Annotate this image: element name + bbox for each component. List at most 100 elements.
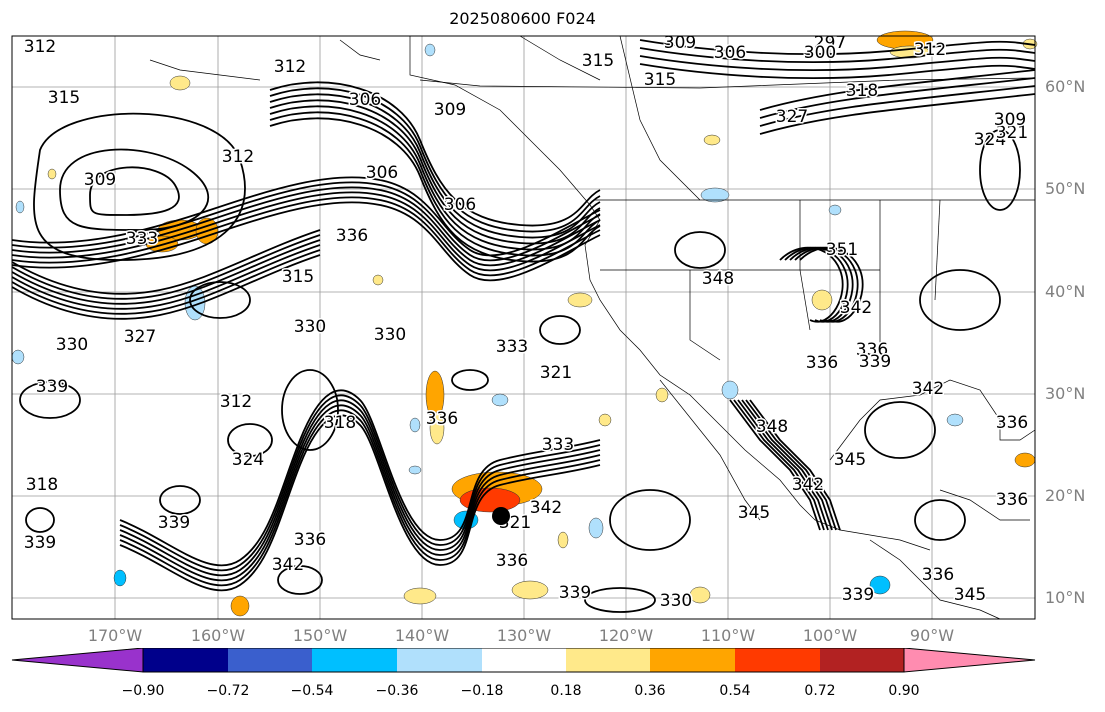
coastline bbox=[339, 39, 381, 61]
coastline bbox=[409, 36, 931, 551]
contour-label: 342 bbox=[912, 379, 944, 399]
closed-contour bbox=[584, 587, 656, 613]
closed-contour bbox=[25, 507, 55, 533]
colorbar-tick-label: 0.72 bbox=[804, 683, 836, 699]
contour-label: 309 bbox=[664, 33, 696, 53]
contour-label: 306 bbox=[349, 90, 381, 110]
contour-label: 315 bbox=[282, 267, 314, 287]
coastline bbox=[619, 35, 701, 201]
anomaly-shade bbox=[409, 417, 421, 433]
contour-label: 333 bbox=[126, 229, 158, 249]
colorbar-tick-label: −0.18 bbox=[460, 683, 504, 699]
closed-contour bbox=[451, 369, 489, 391]
contour-line bbox=[11, 196, 601, 277]
colorbar-tick-label: 0.36 bbox=[634, 683, 666, 699]
contour-label: 312 bbox=[220, 392, 252, 412]
coastline bbox=[934, 199, 941, 301]
colorbar-segment bbox=[11, 648, 144, 673]
lat-label: 60°N bbox=[1045, 77, 1086, 96]
contour-label: 342 bbox=[272, 555, 304, 575]
lon-label: 130°W bbox=[496, 626, 552, 645]
anomaly-shade bbox=[408, 465, 422, 475]
coastline bbox=[799, 200, 811, 331]
anomaly-shade bbox=[1014, 452, 1036, 468]
anomaly-shade bbox=[889, 45, 931, 59]
contour-label: 318 bbox=[324, 413, 356, 433]
contour-label: 315 bbox=[644, 70, 676, 90]
anomaly-shade bbox=[11, 349, 25, 365]
contour-line bbox=[639, 55, 1036, 72]
contour-line bbox=[119, 409, 601, 587]
contour-line bbox=[741, 399, 833, 531]
contour-line bbox=[745, 399, 837, 531]
closed-contour bbox=[914, 499, 966, 541]
colorbar-segment bbox=[650, 648, 735, 672]
contour-line bbox=[119, 414, 601, 592]
anomaly-shade bbox=[424, 43, 436, 57]
contour-label: 309 bbox=[994, 110, 1026, 130]
contour-line bbox=[269, 117, 601, 263]
contour-line bbox=[11, 249, 321, 315]
theta-contours bbox=[11, 39, 1036, 613]
contour-line bbox=[11, 254, 321, 320]
contour-label: 336 bbox=[336, 226, 368, 246]
contour-label: 342 bbox=[530, 498, 562, 518]
contour-label: 309 bbox=[84, 170, 116, 190]
lon-label: 110°W bbox=[700, 626, 756, 645]
contour-line bbox=[11, 234, 321, 300]
contour-label: 330 bbox=[660, 591, 692, 611]
contour-label: 336 bbox=[922, 565, 954, 585]
anomaly-shade bbox=[15, 200, 25, 214]
lat-label: 50°N bbox=[1045, 179, 1086, 198]
colorbar-segment bbox=[397, 648, 482, 672]
contour-line bbox=[779, 246, 844, 323]
lon-label: 100°W bbox=[802, 626, 858, 645]
contour-line bbox=[639, 47, 1036, 64]
lon-label: 170°W bbox=[87, 626, 143, 645]
contour-label: 321 bbox=[540, 363, 572, 383]
contour-label: 339 bbox=[24, 533, 56, 553]
closed-contour bbox=[979, 129, 1021, 211]
anomaly-shade bbox=[655, 387, 669, 403]
contour-label: 330 bbox=[294, 317, 326, 337]
colorbar-segment bbox=[820, 648, 904, 672]
contour-line bbox=[759, 69, 1036, 111]
contour-label: 342 bbox=[792, 475, 824, 495]
anomaly-shade bbox=[828, 204, 842, 216]
anomaly-shade bbox=[557, 531, 569, 549]
contour-label: 312 bbox=[914, 40, 946, 60]
contour-line bbox=[11, 244, 321, 310]
closed-contour bbox=[277, 565, 323, 595]
anomaly-shade bbox=[567, 292, 593, 308]
colorbar-segment bbox=[143, 648, 228, 672]
lon-label: 140°W bbox=[394, 626, 450, 645]
contour-line bbox=[11, 201, 601, 282]
anomaly-shade bbox=[230, 595, 250, 617]
contour-label: 327 bbox=[124, 327, 156, 347]
contour-label: 315 bbox=[48, 88, 80, 108]
colorbar-segment bbox=[735, 648, 820, 672]
contour-line bbox=[269, 99, 601, 245]
contour-label: 330 bbox=[56, 335, 88, 355]
contour-label: 327 bbox=[776, 107, 808, 127]
contour-label: 312 bbox=[24, 37, 56, 57]
colorbar-tick-label: −0.90 bbox=[121, 683, 165, 699]
map-title: 2025080600 F024 bbox=[449, 9, 596, 28]
lat-label: 40°N bbox=[1045, 282, 1086, 301]
closed-contour bbox=[539, 315, 581, 345]
contour-label: 348 bbox=[756, 417, 788, 437]
anomaly-shade bbox=[689, 586, 711, 604]
anomaly-shade bbox=[598, 413, 612, 427]
closed-contour bbox=[227, 423, 273, 457]
contour-line bbox=[759, 85, 1036, 127]
anomaly-shade bbox=[588, 517, 604, 539]
contour-line bbox=[737, 399, 829, 531]
contour-label: 339 bbox=[842, 585, 874, 605]
colorbar-segment bbox=[228, 648, 312, 672]
coastline bbox=[659, 379, 761, 521]
lon-label: 150°W bbox=[292, 626, 348, 645]
colorbar-tick-label: −0.54 bbox=[290, 683, 334, 699]
contour-label: 306 bbox=[444, 195, 476, 215]
colorbar bbox=[11, 648, 1036, 673]
